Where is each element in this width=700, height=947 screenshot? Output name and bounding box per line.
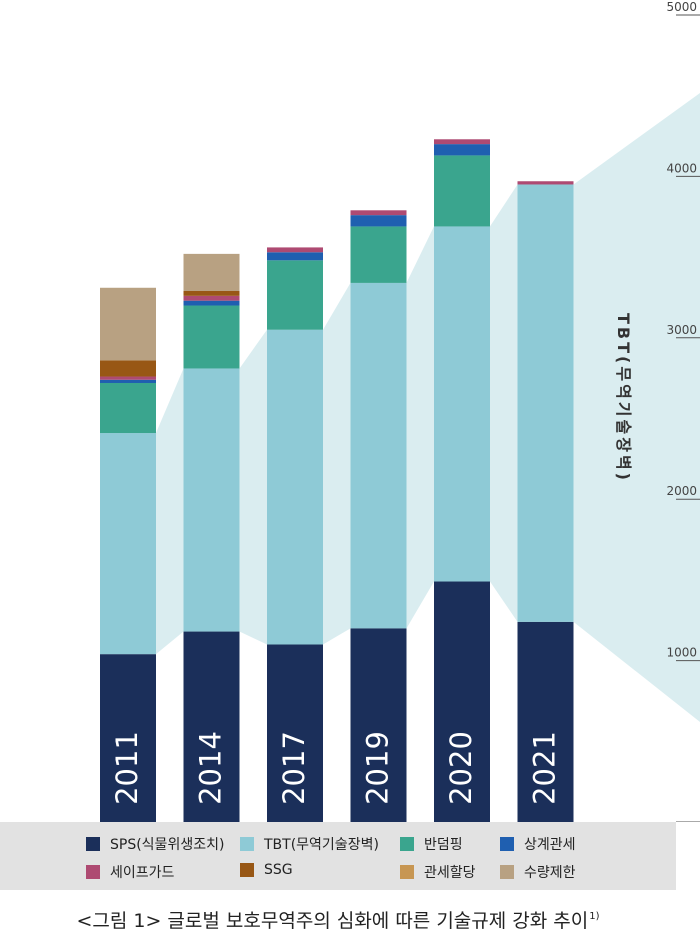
bar-segment [434,144,490,156]
bar-segment [267,247,323,253]
legend-item: 수량제한 [500,862,576,882]
bar-segment [183,305,240,369]
y-axis-label: TBT(무역기술장벽) [614,313,633,483]
bar-segment [100,360,156,377]
bar-category-label: 2019 [361,731,395,805]
caption-text: <그림 1> 글로벌 보호무역주의 심화에 따른 기술규제 강화 추이 [76,910,589,932]
bar-segment [434,581,490,822]
y-tick-label: 5000 [666,0,697,14]
bar-segment [267,260,323,330]
y-tick-label: 4000 [666,161,697,175]
legend-swatch [240,863,254,877]
y-axis: 010002000300040005000 [666,0,700,822]
bar-category-label: 2021 [528,731,562,805]
bar-segment [434,139,490,145]
bar-segment [517,181,574,185]
legend-label: 수량제한 [524,865,576,881]
bar-segment [434,155,490,227]
y-tick-label: 2000 [666,484,697,498]
bar-segment [350,215,407,227]
legend-item: 관세할당 [400,862,476,882]
y-tick-label: 3000 [666,323,697,337]
bar-segment [183,290,240,296]
legend-swatch [86,865,100,879]
bar-segment [267,644,323,822]
bar-segment [267,252,323,261]
bar-category-label: 2011 [110,731,144,805]
legend-item: 상계관세 [500,834,576,854]
legend-item: 반덤핑 [400,834,463,854]
legend-label: 관세할당 [424,865,476,881]
bar-segment [100,379,156,383]
bar-segment [434,226,490,582]
bars: 2011 2014 2017 2019 2020 2021 [100,139,574,822]
legend-label: SSG [264,862,293,878]
legend-swatch [240,837,254,851]
bar-segment [183,253,240,291]
legend-label: 반덤핑 [424,837,463,853]
bar-category-label: 2020 [444,731,478,805]
bar-segment [350,628,407,822]
bar-category-label: 2014 [194,731,228,805]
legend-label: 세이프가드 [110,865,175,881]
bar-segment [183,295,240,301]
bar-segment [350,210,407,216]
legend-swatch [86,837,100,851]
bar-segment [100,382,156,434]
legend-label: TBT(무역기술장벽) [264,837,379,853]
legend-item: TBT(무역기술장벽) [240,834,379,854]
bar-segment [100,376,156,380]
legend-label: 상계관세 [524,837,576,853]
bar-segment [100,287,156,361]
bar-segment [350,282,407,629]
bar-segment [183,368,240,632]
legend-label: SPS(식물위생조치) [110,837,225,853]
bar-segment [183,300,240,306]
caption-footnote: 1) [589,911,600,922]
bar-segment [517,621,574,822]
legend-item: SSG [240,862,293,878]
bar-category-label: 2017 [277,731,311,805]
y-tick-label: 1000 [666,646,697,660]
bar-segment [100,433,156,655]
legend-swatch [400,865,414,879]
y-axis-title: TBT(무역기술장벽) [614,313,633,483]
bar-segment [267,329,323,645]
legend-item: SPS(식물위생조치) [86,834,224,854]
bar-segment [183,631,240,822]
legend-swatch [500,865,514,879]
bar-segment [517,184,574,622]
bar-segment [100,654,156,822]
bar-segment [350,226,407,283]
figure-caption: <그림 1> 글로벌 보호무역주의 심화에 따른 기술규제 강화 추이1) [0,906,676,933]
legend-swatch [500,837,514,851]
legend-swatch [400,837,414,851]
legend-item: 세이프가드 [86,862,174,882]
